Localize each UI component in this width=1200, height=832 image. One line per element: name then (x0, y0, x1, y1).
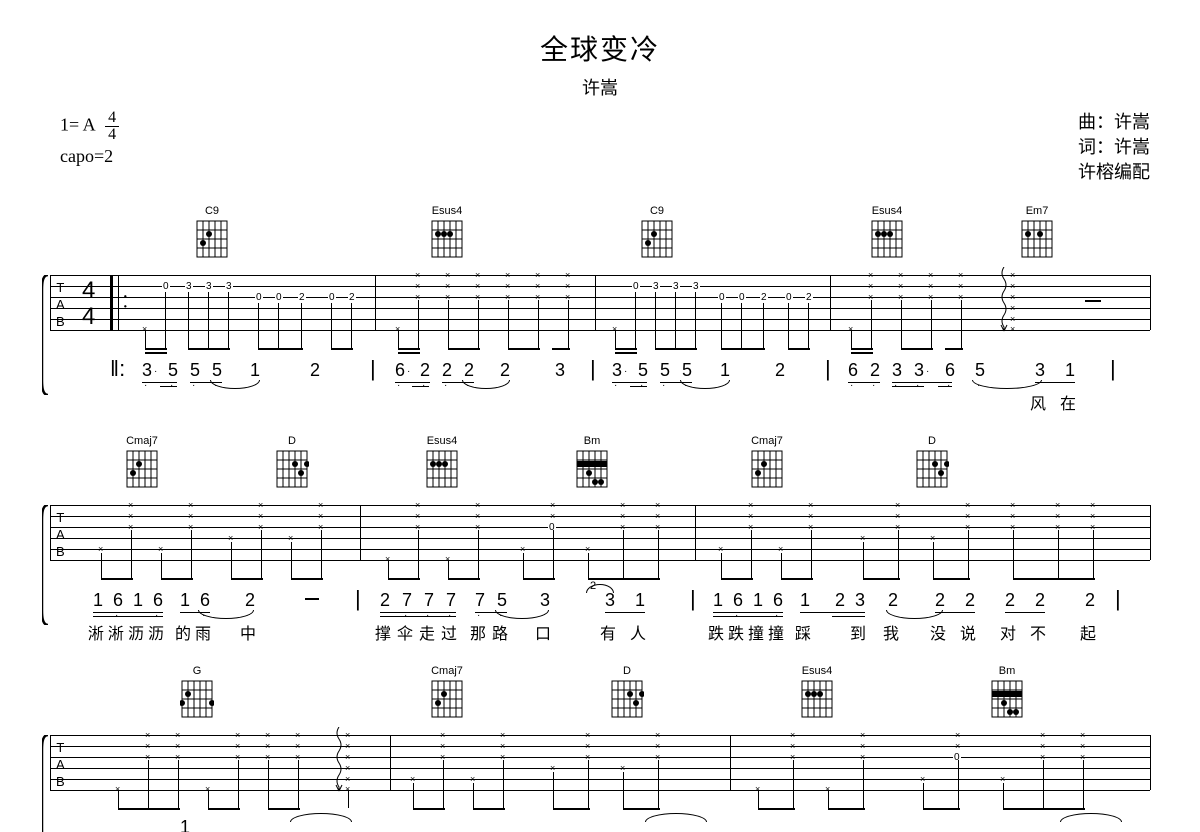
chord-em7: Em7 (1015, 205, 1059, 259)
chord-cmaj7: Cmaj7 (745, 435, 789, 489)
chord-diagram-icon (1020, 219, 1054, 259)
chord-row-2: Cmaj7 D Esus4 Bm Cmaj7 D (50, 435, 1150, 495)
chord-g: G (175, 665, 219, 719)
tab-sig-num: 4 (82, 277, 95, 305)
ts-num: 4 (105, 110, 119, 127)
chord-c9: C9 (635, 205, 679, 259)
rest-icon (1085, 300, 1101, 302)
score-page: 全球变冷 许嵩 1= A 4 4 capo=2 曲：许嵩 词：许嵩 许榕编配 C… (0, 0, 1200, 832)
tab-staff-3: T A B × ××× ××× × ××× ××× ××× ×××××× × ×… (50, 735, 1150, 790)
chord-bm: Bm (985, 665, 1029, 719)
ts-den: 4 (105, 127, 119, 143)
tab-staff-2: T A B × ××× × ××× × ××× × ××× × ××× × ××… (50, 505, 1150, 560)
tab-label: T A B (56, 739, 65, 790)
chord-diagram-icon (275, 449, 309, 489)
chord-diagram-icon (125, 449, 159, 489)
chord-c9: C9 (190, 205, 234, 259)
credits: 曲：许嵩 词：许嵩 许榕编配 (1078, 110, 1150, 186)
chord-cmaj7: Cmaj7 (120, 435, 164, 489)
chord-diagram-icon (180, 679, 214, 719)
system-bracket (42, 505, 50, 625)
credit-arr: 许榕编配 (1078, 160, 1150, 185)
chord-diagram-icon (750, 449, 784, 489)
key-capo: 1= A 4 4 capo=2 (60, 110, 119, 170)
chord-esus4: Esus4 (425, 205, 469, 259)
credit-lyrics: 词：许嵩 (1078, 135, 1150, 160)
arpeggio-icon (335, 727, 343, 795)
chord-cmaj7: Cmaj7 (425, 665, 469, 719)
system-bracket (42, 275, 50, 395)
arpeggio-icon (1000, 267, 1008, 335)
chord-diagram-icon (430, 219, 464, 259)
tab-label: T A B (56, 279, 65, 330)
chord-diagram-icon (800, 679, 834, 719)
chord-diagram-icon (990, 679, 1024, 719)
capo-label: capo=2 (60, 143, 119, 170)
chord-diagram-icon (425, 449, 459, 489)
chord-row-3: G Cmaj7 D Esus4 Bm (50, 665, 1150, 725)
chord-diagram-icon (870, 219, 904, 259)
chord-esus4: Esus4 (420, 435, 464, 489)
chord-bm: Bm (570, 435, 614, 489)
key-label: 1= A (60, 115, 95, 135)
tab-sig-den: 4 (82, 303, 95, 331)
chord-d: D (910, 435, 954, 489)
artist: 许嵩 (0, 74, 1200, 100)
chord-d: D (605, 665, 649, 719)
chord-diagram-icon (915, 449, 949, 489)
repeat-start-icon: ·· (122, 292, 129, 312)
tab-label: T A B (56, 509, 65, 560)
chord-diagram-icon (195, 219, 229, 259)
tab-staff-1: T A B 4 4 ·· × 0 3 3 3 0 0 2 0 2 (50, 275, 1150, 330)
song-title: 全球变冷 (0, 28, 1200, 68)
chord-d: D (270, 435, 314, 489)
chord-esus4: Esus4 (865, 205, 909, 259)
system-bracket (42, 735, 50, 832)
credit-music: 曲：许嵩 (1078, 110, 1150, 135)
chord-row-1: C9 Esus4 C9 Esus4 Em7 (50, 205, 1150, 265)
chord-diagram-icon (575, 449, 609, 489)
chord-diagram-icon (640, 219, 674, 259)
time-signature: 4 4 (105, 110, 119, 143)
chord-esus4: Esus4 (795, 665, 839, 719)
chord-diagram-icon (430, 679, 464, 719)
chord-diagram-icon (610, 679, 644, 719)
